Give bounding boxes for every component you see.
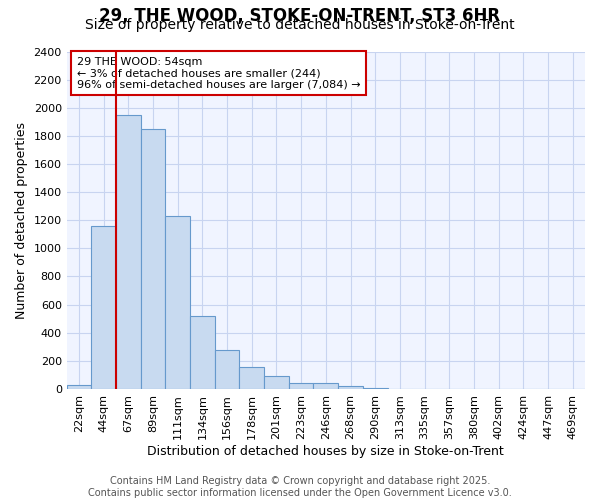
Bar [116, 115, 141, 389]
Text: Contains HM Land Registry data © Crown copyright and database right 2025.
Contai: Contains HM Land Registry data © Crown c… [88, 476, 512, 498]
Bar [313, 384, 338, 389]
Bar [190, 316, 215, 389]
Bar [67, 384, 91, 389]
X-axis label: Distribution of detached houses by size in Stoke-on-Trent: Distribution of detached houses by size … [148, 444, 504, 458]
Bar [91, 226, 116, 389]
Text: Size of property relative to detached houses in Stoke-on-Trent: Size of property relative to detached ho… [85, 18, 515, 32]
Bar [239, 367, 264, 389]
Bar [338, 386, 363, 389]
Bar [141, 129, 166, 389]
Text: 29 THE WOOD: 54sqm
← 3% of detached houses are smaller (244)
96% of semi-detache: 29 THE WOOD: 54sqm ← 3% of detached hous… [77, 56, 361, 90]
Bar [215, 350, 239, 389]
Bar [363, 388, 388, 389]
Bar [289, 382, 313, 389]
Y-axis label: Number of detached properties: Number of detached properties [15, 122, 28, 318]
Bar [166, 216, 190, 389]
Bar [264, 376, 289, 389]
Text: 29, THE WOOD, STOKE-ON-TRENT, ST3 6HR: 29, THE WOOD, STOKE-ON-TRENT, ST3 6HR [100, 8, 500, 26]
